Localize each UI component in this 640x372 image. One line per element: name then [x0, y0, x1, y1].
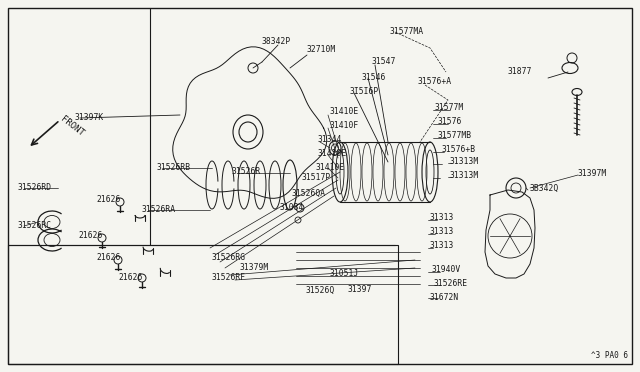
Text: 32710M: 32710M	[307, 45, 336, 55]
Text: 38342P: 38342P	[262, 38, 291, 46]
Text: 31084: 31084	[280, 203, 305, 212]
Text: 3B342Q: 3B342Q	[530, 183, 559, 192]
Text: 31526RG: 31526RG	[212, 253, 246, 262]
Text: 31379M: 31379M	[240, 263, 269, 272]
Text: 31672N: 31672N	[430, 294, 460, 302]
Text: 31526RB: 31526RB	[157, 164, 191, 173]
Text: 21626: 21626	[96, 196, 120, 205]
Text: 31397K: 31397K	[75, 113, 104, 122]
Text: 31576: 31576	[438, 118, 462, 126]
Text: 31576+B: 31576+B	[442, 145, 476, 154]
Text: 31577MB: 31577MB	[438, 131, 472, 141]
Text: 31526RA: 31526RA	[142, 205, 176, 215]
Text: 31344: 31344	[318, 135, 342, 144]
Text: 31546: 31546	[362, 73, 387, 81]
Text: ^3 PA0 6: ^3 PA0 6	[591, 351, 628, 360]
Bar	[8, 245, 398, 364]
Text: 31576+A: 31576+A	[418, 77, 452, 87]
Text: 31526RC: 31526RC	[18, 221, 52, 231]
Text: 31517P: 31517P	[302, 173, 332, 183]
Text: 31397M: 31397M	[578, 170, 607, 179]
Text: 31051J: 31051J	[330, 269, 359, 279]
Text: 31313M: 31313M	[450, 157, 479, 167]
Text: 31526RE: 31526RE	[434, 279, 468, 289]
Text: FRONT: FRONT	[60, 115, 86, 138]
Text: 31577M: 31577M	[435, 103, 464, 112]
Text: 31397: 31397	[348, 285, 372, 295]
Text: 31526Q: 31526Q	[306, 285, 335, 295]
Text: 31940V: 31940V	[432, 266, 461, 275]
Text: 31410E: 31410E	[318, 150, 348, 158]
Text: 31526RD: 31526RD	[18, 183, 52, 192]
Text: 31577MA: 31577MA	[390, 28, 424, 36]
Text: 21626: 21626	[78, 231, 102, 241]
Text: 31313: 31313	[430, 241, 454, 250]
Text: 31313M: 31313M	[450, 171, 479, 180]
Text: 31526RF: 31526RF	[212, 273, 246, 282]
Text: 31526QA: 31526QA	[292, 189, 326, 198]
Text: 21626: 21626	[96, 253, 120, 263]
Text: 31526R: 31526R	[232, 167, 261, 176]
Text: 31547: 31547	[372, 58, 396, 67]
Text: 21626: 21626	[118, 273, 142, 282]
Text: 31313: 31313	[430, 214, 454, 222]
Text: 31313: 31313	[430, 228, 454, 237]
Text: 31410F: 31410F	[330, 122, 359, 131]
Text: 31410E: 31410E	[330, 108, 359, 116]
Text: 31877: 31877	[508, 67, 532, 77]
Text: 3I5I6P: 3I5I6P	[350, 87, 380, 96]
Text: 31410E: 31410E	[316, 163, 345, 171]
